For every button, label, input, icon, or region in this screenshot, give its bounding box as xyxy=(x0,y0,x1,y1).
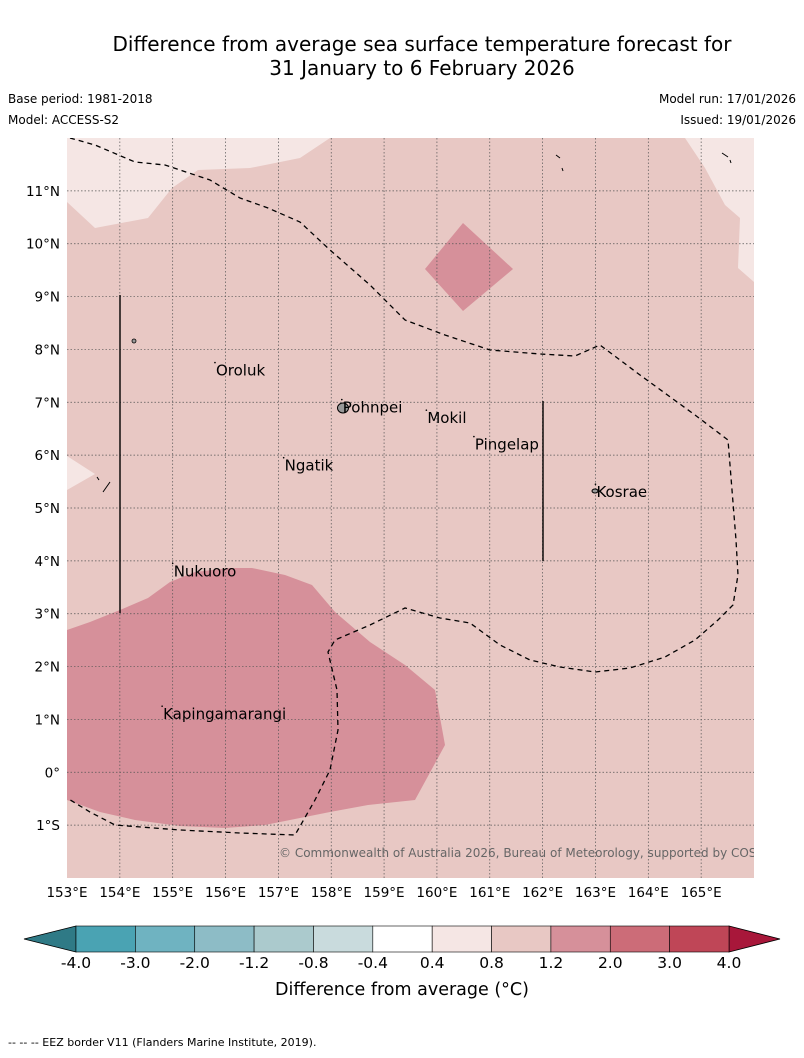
lat-tick-label: 10°N xyxy=(26,237,60,253)
map-area: Oroluk Pohnpei Mokil Pingelap Ngatik Kosrae Nu… xyxy=(67,138,784,878)
lon-tick-label: 164°E xyxy=(628,885,669,901)
place-label-kosrae: Kosrae xyxy=(596,483,647,501)
colorbar-title: Difference from average (°C) xyxy=(275,980,529,1000)
lat-tick-label: 1°S xyxy=(36,818,60,834)
place-label-ngatik: Ngatik xyxy=(285,457,334,475)
place-label-kapingamarangi: Kapingamarangi xyxy=(163,705,286,723)
colorbar-tick-label: -2.0 xyxy=(180,954,210,972)
grid-lines xyxy=(67,138,754,878)
place-marker xyxy=(473,435,475,438)
pohnpei-island xyxy=(337,402,349,414)
colorbar-tick-label: 0.4 xyxy=(420,954,445,972)
place-marker xyxy=(425,409,428,411)
colorbar-tick-label: -0.4 xyxy=(358,954,388,972)
lat-tick-label: 7°N xyxy=(35,395,60,411)
latitude-tick-labels: 11°N 10°N 9°N 8°N 7°N 6°N 5°N 4°N 3°N 2°N 1°N 0° 1°S xyxy=(26,184,60,834)
place-marker xyxy=(161,705,163,707)
colorbar-segment xyxy=(431,925,492,953)
lon-tick-label: 153°E xyxy=(46,885,87,901)
lon-tick-label: 160°E xyxy=(416,885,457,901)
small-island-west xyxy=(131,338,137,344)
lon-tick-label: 156°E xyxy=(205,885,246,901)
place-labels: Oroluk Pohnpei Mokil Pingelap Ngatik Kosrae Nu… xyxy=(161,361,647,723)
small-islands-north xyxy=(555,152,732,172)
lon-tick-label: 154°E xyxy=(99,885,140,901)
map-title: Difference from average sea surface temp… xyxy=(40,32,804,80)
lon-tick-label: 161°E xyxy=(469,885,510,901)
colorbar-tick-label: -1.2 xyxy=(239,954,269,972)
colorbar-under-arrow xyxy=(23,925,77,953)
colorbar-segment xyxy=(550,925,611,953)
place-label-nukuoro: Nukuoro xyxy=(174,562,237,580)
place-label-oroluk: Oroluk xyxy=(216,362,265,380)
lon-tick-label: 162°E xyxy=(522,885,563,901)
lon-tick-label: 157°E xyxy=(258,885,299,901)
lat-tick-label: 2°N xyxy=(35,660,60,676)
colorbar-tick-label: 0.8 xyxy=(479,954,504,972)
colorbar-segment xyxy=(491,925,552,953)
anomaly-light-region-left xyxy=(67,456,95,490)
lon-tick-label: 155°E xyxy=(152,885,193,901)
colorbar-segment xyxy=(372,925,433,953)
lat-tick-label: 5°N xyxy=(35,501,60,517)
colorbar-tick-label: 3.0 xyxy=(657,954,682,972)
lat-tick-label: 9°N xyxy=(35,290,60,306)
colorbar-tick-label: -0.8 xyxy=(298,954,328,972)
base-period: Base period: 1981-2018 xyxy=(8,92,153,106)
colorbar-segment xyxy=(75,925,136,953)
colorbar-tick-label: -3.0 xyxy=(120,954,150,972)
place-marker xyxy=(214,361,216,364)
colorbar-tick-label: 4.0 xyxy=(717,954,742,972)
place-label-pohnpei: Pohnpei xyxy=(343,399,403,417)
colorbar: -4.0 -3.0 -2.0 -1.2 -0.8 -0.4 0.4 0.8 1.2 2.0 3.0 4… xyxy=(23,925,781,972)
model-run: Model run: 17/01/2026 xyxy=(658,92,796,106)
colorbar-segment xyxy=(194,925,255,953)
lat-tick-label: 4°N xyxy=(35,554,60,570)
place-marker xyxy=(594,483,597,485)
lat-tick-label: 8°N xyxy=(35,342,60,358)
place-label-mokil: Mokil xyxy=(427,409,466,427)
longitude-tick-labels: 153°E 154°E 155°E 156°E 157°E 158°E 159°E 160°E… xyxy=(46,885,721,901)
place-label-pingelap: Pingelap xyxy=(475,436,539,454)
place-marker xyxy=(341,398,343,401)
place-marker xyxy=(282,456,285,459)
lon-tick-label: 159°E xyxy=(364,885,405,901)
anomaly-light-region-right xyxy=(685,138,754,282)
title-line-2: 31 January to 6 February 2026 xyxy=(269,56,575,80)
place-marker xyxy=(171,562,174,565)
colorbar-tick-label: -4.0 xyxy=(61,954,91,972)
lat-tick-label: 3°N xyxy=(35,607,60,623)
colorbar-over-arrow xyxy=(728,925,781,953)
colorbar-tick-label: 1.2 xyxy=(539,954,564,972)
colorbar-segment xyxy=(313,925,374,953)
lon-tick-label: 158°E xyxy=(311,885,352,901)
colorbar-segment xyxy=(669,925,730,953)
lat-tick-label: 1°N xyxy=(35,712,60,728)
lat-tick-label: 6°N xyxy=(35,448,60,464)
colorbar-segment xyxy=(135,925,196,953)
title-line-1: Difference from average sea surface temp… xyxy=(112,32,732,56)
lon-tick-label: 165°E xyxy=(681,885,722,901)
lon-tick-label: 163°E xyxy=(575,885,616,901)
lat-tick-label: 0° xyxy=(45,765,60,781)
anomaly-warm-region-diamond xyxy=(425,223,513,311)
eez-border xyxy=(67,138,739,836)
copyright-notice: © Commonwealth of Australia 2026, Bureau… xyxy=(279,846,784,860)
anomaly-warm-region-south xyxy=(67,568,445,828)
colorbar-segment xyxy=(253,925,314,953)
small-islands-west xyxy=(96,476,111,493)
colorbar-segment xyxy=(609,925,670,953)
lat-tick-label: 11°N xyxy=(26,184,60,200)
colorbar-tick-label: 2.0 xyxy=(598,954,623,972)
eez-footnote: -- -- -- EEZ border V11 (Flanders Marine… xyxy=(8,1036,317,1049)
model-name: Model: ACCESS-S2 xyxy=(8,113,120,127)
issued-date: Issued: 19/01/2026 xyxy=(680,113,796,127)
kosrae-island xyxy=(591,488,599,494)
